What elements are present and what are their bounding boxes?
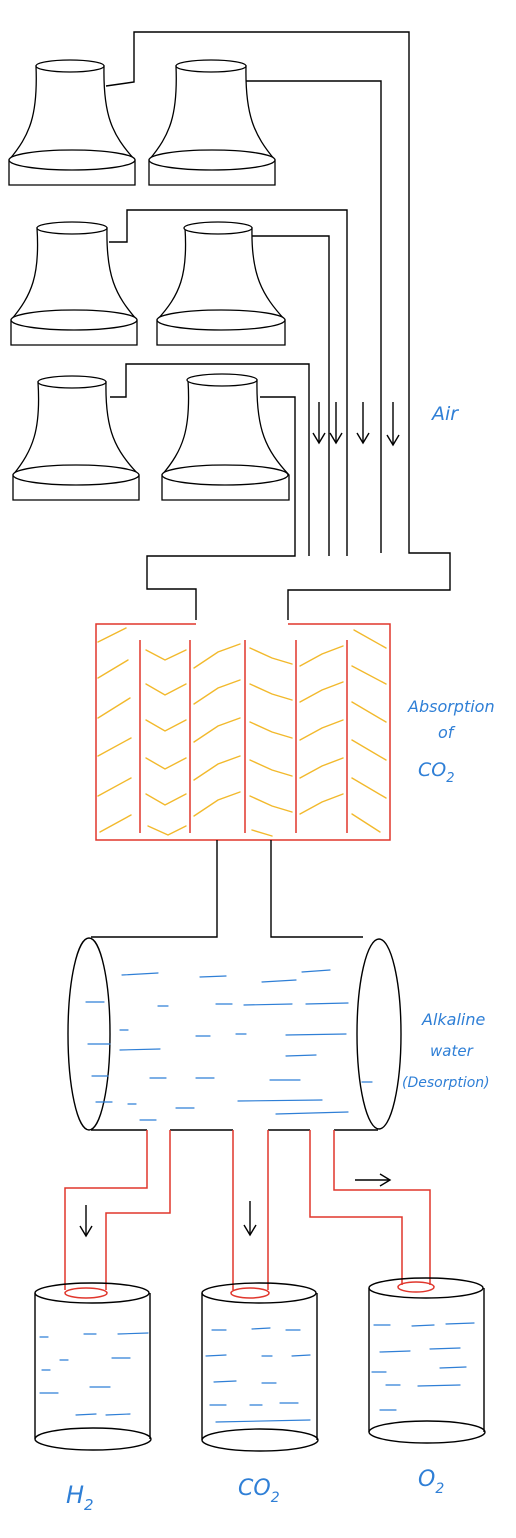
co2-label: CO2 (238, 1476, 280, 1506)
air-ducts (105, 31, 451, 620)
air-flow-arrows (312, 402, 400, 447)
absorber-packing (97, 627, 387, 837)
down-arrow-icon (356, 402, 370, 445)
cooling-tower-icon (148, 59, 276, 186)
svg-text:CO2: CO2 (418, 759, 455, 786)
cooling-tower-icon (10, 221, 138, 346)
down-arrow-icon (312, 402, 326, 445)
water-tank-icon (368, 1277, 486, 1444)
h2-label: H2 (66, 1481, 94, 1514)
svg-text:water: water (430, 1042, 474, 1060)
cooling-towers (8, 59, 290, 501)
water-dashes (39, 1332, 149, 1416)
svg-text:Absorption: Absorption (407, 697, 495, 716)
cooling-tower-icon (12, 375, 140, 501)
water-dashes (371, 1322, 475, 1411)
h2-tank (34, 1282, 152, 1451)
cooling-tower-icon (8, 59, 136, 186)
svg-text:Alkaline: Alkaline (421, 1010, 485, 1029)
co2-tank (201, 1282, 319, 1452)
cooling-tower-icon (161, 373, 290, 501)
o2-label: O2 (418, 1467, 444, 1497)
absorption-label: Absorption of CO2 (407, 697, 495, 786)
water-dashes (205, 1327, 311, 1423)
down-arrow-icon (386, 402, 400, 447)
outlet-pipes (64, 1130, 431, 1290)
absorber-column (95, 623, 391, 841)
water-tank-icon (34, 1282, 152, 1451)
right-arrow-icon (355, 1173, 392, 1187)
svg-text:(Desorption): (Desorption) (402, 1075, 490, 1091)
absorber-outlet-pipe (91, 840, 363, 938)
cooling-tower-icon (156, 221, 286, 346)
air-label: Air (430, 403, 459, 425)
outlet-arrows (79, 1173, 392, 1238)
alkaline-water-label: Alkaline water (Desorption) (402, 1010, 490, 1091)
alkaline-water-vessel (67, 937, 402, 1131)
o2-tank (368, 1277, 486, 1444)
water-dashes (85, 969, 373, 1121)
down-arrow-icon (79, 1205, 93, 1238)
svg-text:of: of (438, 723, 456, 742)
down-arrow-icon (329, 402, 343, 445)
down-arrow-icon (243, 1201, 257, 1237)
water-tank-icon (201, 1282, 319, 1452)
